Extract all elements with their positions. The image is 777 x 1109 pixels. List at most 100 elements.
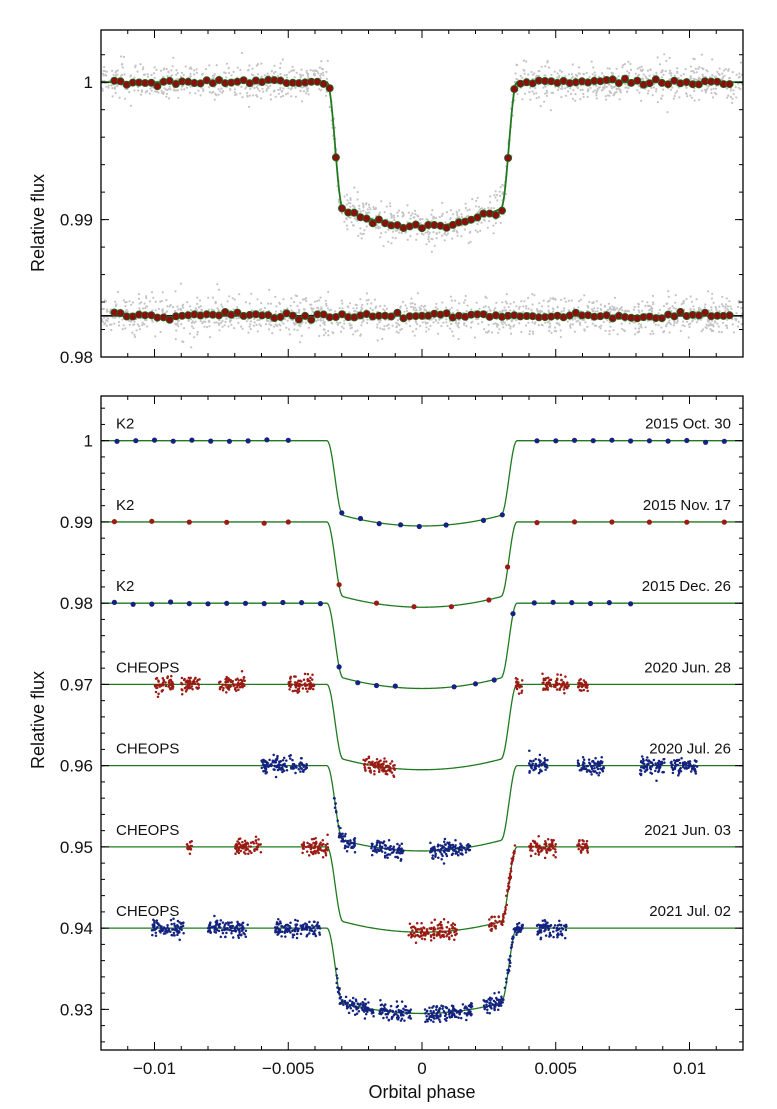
raw-residual-point	[652, 332, 655, 335]
raw-data-point	[595, 97, 599, 100]
raw-data-point	[543, 84, 547, 87]
raw-data-point	[542, 86, 545, 89]
model-line-4	[101, 765, 743, 852]
raw-data-point	[734, 85, 737, 89]
raw-data-point	[208, 91, 211, 94]
raw-data-point	[139, 63, 142, 66]
raw-data-point	[592, 90, 595, 93]
cheops-data-point	[242, 851, 246, 854]
raw-data-point	[716, 70, 719, 73]
raw-residual-point	[128, 300, 131, 303]
raw-residual-point	[665, 323, 668, 326]
raw-residual-point	[487, 323, 490, 326]
raw-data-point	[118, 96, 121, 99]
raw-data-point	[249, 87, 252, 91]
raw-residual-point	[405, 322, 408, 325]
cheops-data-point	[190, 685, 194, 688]
raw-residual-point	[354, 303, 357, 306]
raw-data-point	[221, 91, 224, 94]
raw-residual-point	[208, 325, 211, 328]
cheops-data-point	[432, 936, 436, 940]
raw-data-point	[236, 66, 239, 69]
raw-residual-point	[638, 311, 641, 314]
raw-residual-point	[419, 308, 422, 312]
cheops-data-point	[176, 933, 179, 937]
binned-data-point	[337, 204, 346, 213]
cheops-data-point	[227, 677, 230, 680]
cheops-data-point	[538, 763, 541, 767]
cheops-data-point	[227, 679, 230, 682]
raw-residual-point	[213, 321, 216, 324]
raw-residual-point	[559, 329, 562, 332]
raw-residual-point	[373, 298, 376, 301]
raw-data-point	[360, 237, 363, 240]
raw-data-point	[122, 55, 126, 59]
k2-data-point	[357, 515, 364, 522]
cheops-data-point	[183, 686, 187, 690]
raw-residual-point	[538, 309, 542, 312]
raw-residual-point	[595, 324, 598, 327]
raw-residual-point	[161, 309, 164, 312]
cheops-data-point	[640, 755, 644, 758]
cheops-data-point	[197, 686, 201, 689]
cheops-data-point	[224, 678, 227, 681]
raw-data-point	[367, 203, 371, 206]
raw-residual-point	[361, 321, 364, 324]
raw-residual-point	[124, 327, 127, 330]
raw-residual-point	[672, 324, 676, 327]
raw-data-point	[595, 84, 598, 88]
cheops-data-point	[496, 921, 499, 924]
raw-data-point	[394, 229, 397, 232]
cheops-data-point	[581, 848, 585, 851]
cheops-data-point	[680, 757, 683, 760]
cheops-data-point	[544, 677, 548, 680]
raw-residual-point	[414, 306, 417, 309]
cheops-data-point	[493, 915, 496, 919]
raw-residual-point	[711, 323, 715, 326]
raw-data-point	[277, 92, 280, 95]
raw-data-point	[689, 75, 692, 78]
cheops-data-point	[318, 844, 321, 848]
cheops-data-point	[295, 689, 299, 693]
raw-residual-point	[652, 303, 655, 306]
raw-data-point	[149, 87, 152, 90]
raw-residual-point	[349, 324, 352, 327]
raw-residual-point	[690, 300, 694, 303]
raw-residual-point	[111, 316, 114, 319]
cheops-data-point	[429, 935, 433, 938]
raw-residual-point	[640, 323, 643, 326]
raw-residual-point	[400, 327, 403, 331]
k2-data-point	[226, 438, 232, 444]
raw-residual-point	[259, 324, 262, 327]
raw-data-point	[594, 74, 597, 77]
raw-data-point	[279, 66, 282, 70]
raw-residual-point	[569, 326, 572, 329]
raw-residual-point	[716, 322, 719, 325]
raw-data-point	[265, 89, 268, 92]
raw-residual-point	[337, 322, 340, 325]
raw-residual-point	[218, 288, 221, 291]
raw-residual-point	[726, 308, 729, 311]
raw-residual-point	[608, 308, 611, 311]
k2-data-point	[264, 437, 270, 443]
raw-residual-point	[552, 310, 555, 313]
raw-residual-point	[584, 321, 587, 324]
raw-residual-point	[422, 305, 425, 308]
cheops-data-point	[451, 922, 455, 925]
binned-data-point	[621, 74, 630, 83]
raw-residual-point	[706, 290, 710, 293]
raw-data-point	[193, 69, 196, 72]
raw-data-point	[689, 94, 692, 97]
raw-residual-point	[446, 324, 449, 327]
cheops-data-point	[514, 684, 518, 688]
raw-data-point	[272, 72, 275, 75]
binned-data-point	[510, 85, 519, 94]
raw-data-point	[128, 91, 131, 94]
cheops-data-point	[534, 843, 538, 847]
cheops-data-point	[554, 683, 558, 687]
raw-residual-point	[571, 318, 575, 321]
cheops-data-point	[580, 689, 583, 692]
raw-residual-point	[174, 290, 177, 293]
cheops-data-point	[187, 684, 190, 687]
raw-residual-point	[194, 320, 197, 323]
